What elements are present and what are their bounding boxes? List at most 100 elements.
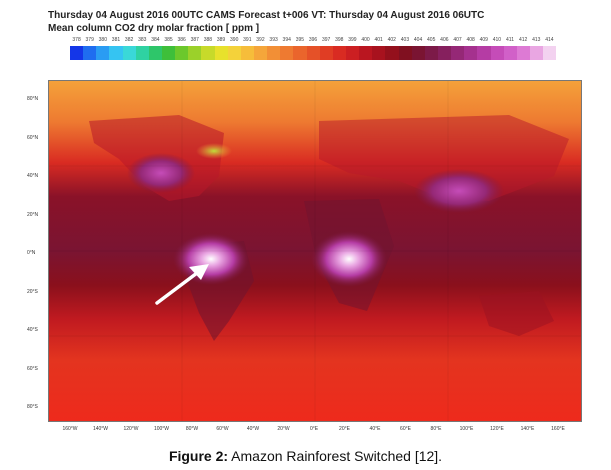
- longitude-label: 100°W: [153, 426, 170, 432]
- colorbar-tick-label: 399: [348, 37, 357, 43]
- longitude-label: 160°E: [551, 426, 565, 432]
- colorbar-tick-label: 395: [295, 37, 305, 43]
- colorbar-swatch: [477, 46, 491, 60]
- latitude-label: 60°S: [27, 365, 38, 372]
- colorbar-swatch: [227, 46, 241, 60]
- australia-landmass: [479, 291, 554, 336]
- longitude-label: 20°W: [277, 426, 290, 432]
- amazon-co2-hotspot: [173, 233, 249, 285]
- colorbar: [70, 46, 557, 60]
- colorbar-swatch: [437, 46, 452, 60]
- colorbar-tick-label: 380: [98, 37, 107, 43]
- colorbar-swatch: [319, 46, 333, 60]
- longitude-label: 80°W: [185, 426, 199, 432]
- central-africa-co2-hotspot: [311, 231, 387, 287]
- colorbar-tick-label: 401: [374, 37, 383, 43]
- colorbar-swatch: [398, 46, 412, 60]
- colorbar-tick-label: 381: [111, 37, 121, 43]
- colorbar-tick-label: 406: [440, 37, 449, 43]
- colorbar-tick-label: 379: [85, 37, 94, 43]
- latitude-label: 80°S: [27, 404, 38, 410]
- colorbar-tick-label: 384: [151, 37, 160, 43]
- europe-low-co2-patch: [196, 143, 232, 159]
- colorbar-swatch: [201, 46, 215, 60]
- colorbar-swatch: [503, 46, 517, 60]
- colorbar-tick-label: 387: [190, 37, 199, 43]
- colorbar-swatch: [280, 46, 294, 60]
- colorbar-tick-label: 402: [387, 37, 396, 43]
- colorbar-swatch: [83, 46, 97, 60]
- colorbar-swatch: [148, 46, 162, 60]
- colorbar-swatch: [306, 46, 320, 60]
- longitude-label: 40°E: [369, 426, 381, 432]
- longitude-label: 60°W: [216, 426, 229, 432]
- colorbar-swatch: [240, 46, 254, 60]
- colorbar-tick-label: 410: [492, 37, 502, 43]
- colorbar-swatch: [490, 46, 504, 60]
- colorbar-tick-label: 400: [361, 37, 370, 43]
- eurasia-landmass: [319, 115, 569, 201]
- figure-caption: Figure 2: Amazon Rainforest Switched [12…: [0, 448, 611, 464]
- colorbar-swatch: [464, 46, 478, 60]
- colorbar-swatch: [424, 46, 438, 60]
- colorbar-tick-label: 394: [282, 37, 291, 43]
- colorbar-tick-label: 403: [400, 37, 410, 43]
- latitude-label: 40°N: [27, 173, 39, 179]
- east-asia-co2-hotspot: [414, 169, 504, 213]
- latitude-label: 20°S: [27, 288, 38, 295]
- colorbar-swatch: [96, 46, 110, 60]
- colorbar-tick-label: 408: [466, 37, 475, 43]
- latitude-label: 0°N: [27, 250, 36, 256]
- colorbar-swatch: [543, 46, 557, 60]
- colorbar-tick-label: 412: [518, 37, 528, 43]
- colorbar-swatch: [161, 46, 176, 60]
- colorbar-tick-label: 393: [269, 37, 278, 43]
- colorbar-swatch: [122, 46, 136, 60]
- longitude-label: 80°E: [430, 426, 442, 432]
- arrow-icon: [155, 264, 209, 305]
- co2-map: [48, 80, 582, 422]
- figure-label: Figure 2:: [168, 448, 229, 464]
- colorbar-tick-label: 411: [506, 37, 515, 43]
- colorbar-tick-label: 414: [545, 37, 554, 43]
- colorbar-tick-label: 388: [203, 37, 213, 43]
- longitude-label: 140°E: [520, 426, 535, 432]
- longitude-label: 0°E: [309, 426, 319, 432]
- colorbar-swatch: [332, 46, 346, 60]
- longitude-label: 140°W: [92, 426, 109, 432]
- longitude-label: 40°W: [246, 426, 260, 432]
- colorbar-swatch: [188, 46, 202, 60]
- colorbar-tick-label: 407: [453, 37, 462, 43]
- colorbar-tick-label: 409: [479, 37, 488, 43]
- colorbar-tick-label: 382: [124, 37, 134, 43]
- longitude-label: 100°E: [459, 426, 474, 432]
- colorbar-swatch: [175, 46, 189, 60]
- colorbar-tick-labels: 378 379 380 381 382 383 384 385 386 387 388 389 390 3…: [70, 37, 556, 46]
- colorbar-swatch: [345, 46, 360, 60]
- colorbar-swatch: [70, 46, 84, 60]
- colorbar-tick-label: 413: [532, 37, 541, 43]
- variable-title: Mean column CO2 dry molar fraction [ ppm…: [48, 23, 260, 34]
- longitude-label: 60°E: [400, 426, 411, 432]
- colorbar-tick-label: 396: [308, 37, 318, 43]
- colorbar-tick-label: 378: [72, 37, 81, 43]
- colorbar-swatch: [135, 46, 149, 60]
- colorbar-tick-label: 397: [321, 37, 331, 43]
- longitude-label: 20°E: [339, 426, 350, 432]
- colorbar-swatch: [516, 46, 530, 60]
- colorbar-swatch: [411, 46, 425, 60]
- colorbar-tick-label: 391: [243, 37, 252, 43]
- colorbar-swatch: [529, 46, 544, 60]
- latitude-label: 80°N: [27, 96, 39, 102]
- caption-text: Amazon Rainforest Switched [12].: [228, 448, 443, 464]
- colorbar-swatch: [109, 46, 123, 60]
- colorbar-swatch: [385, 46, 399, 60]
- colorbar-tick-label: 404: [413, 37, 423, 43]
- latitude-label: 40°S: [27, 327, 38, 333]
- colorbar-swatch: [267, 46, 281, 60]
- colorbar-swatch: [359, 46, 373, 60]
- forecast-title: Thursday 04 August 2016 00UTC CAMS Forec…: [48, 10, 485, 21]
- colorbar-tick-label: 389: [216, 37, 226, 43]
- north-america-co2-hotspot: [127, 153, 195, 193]
- colorbar-swatch: [214, 46, 228, 60]
